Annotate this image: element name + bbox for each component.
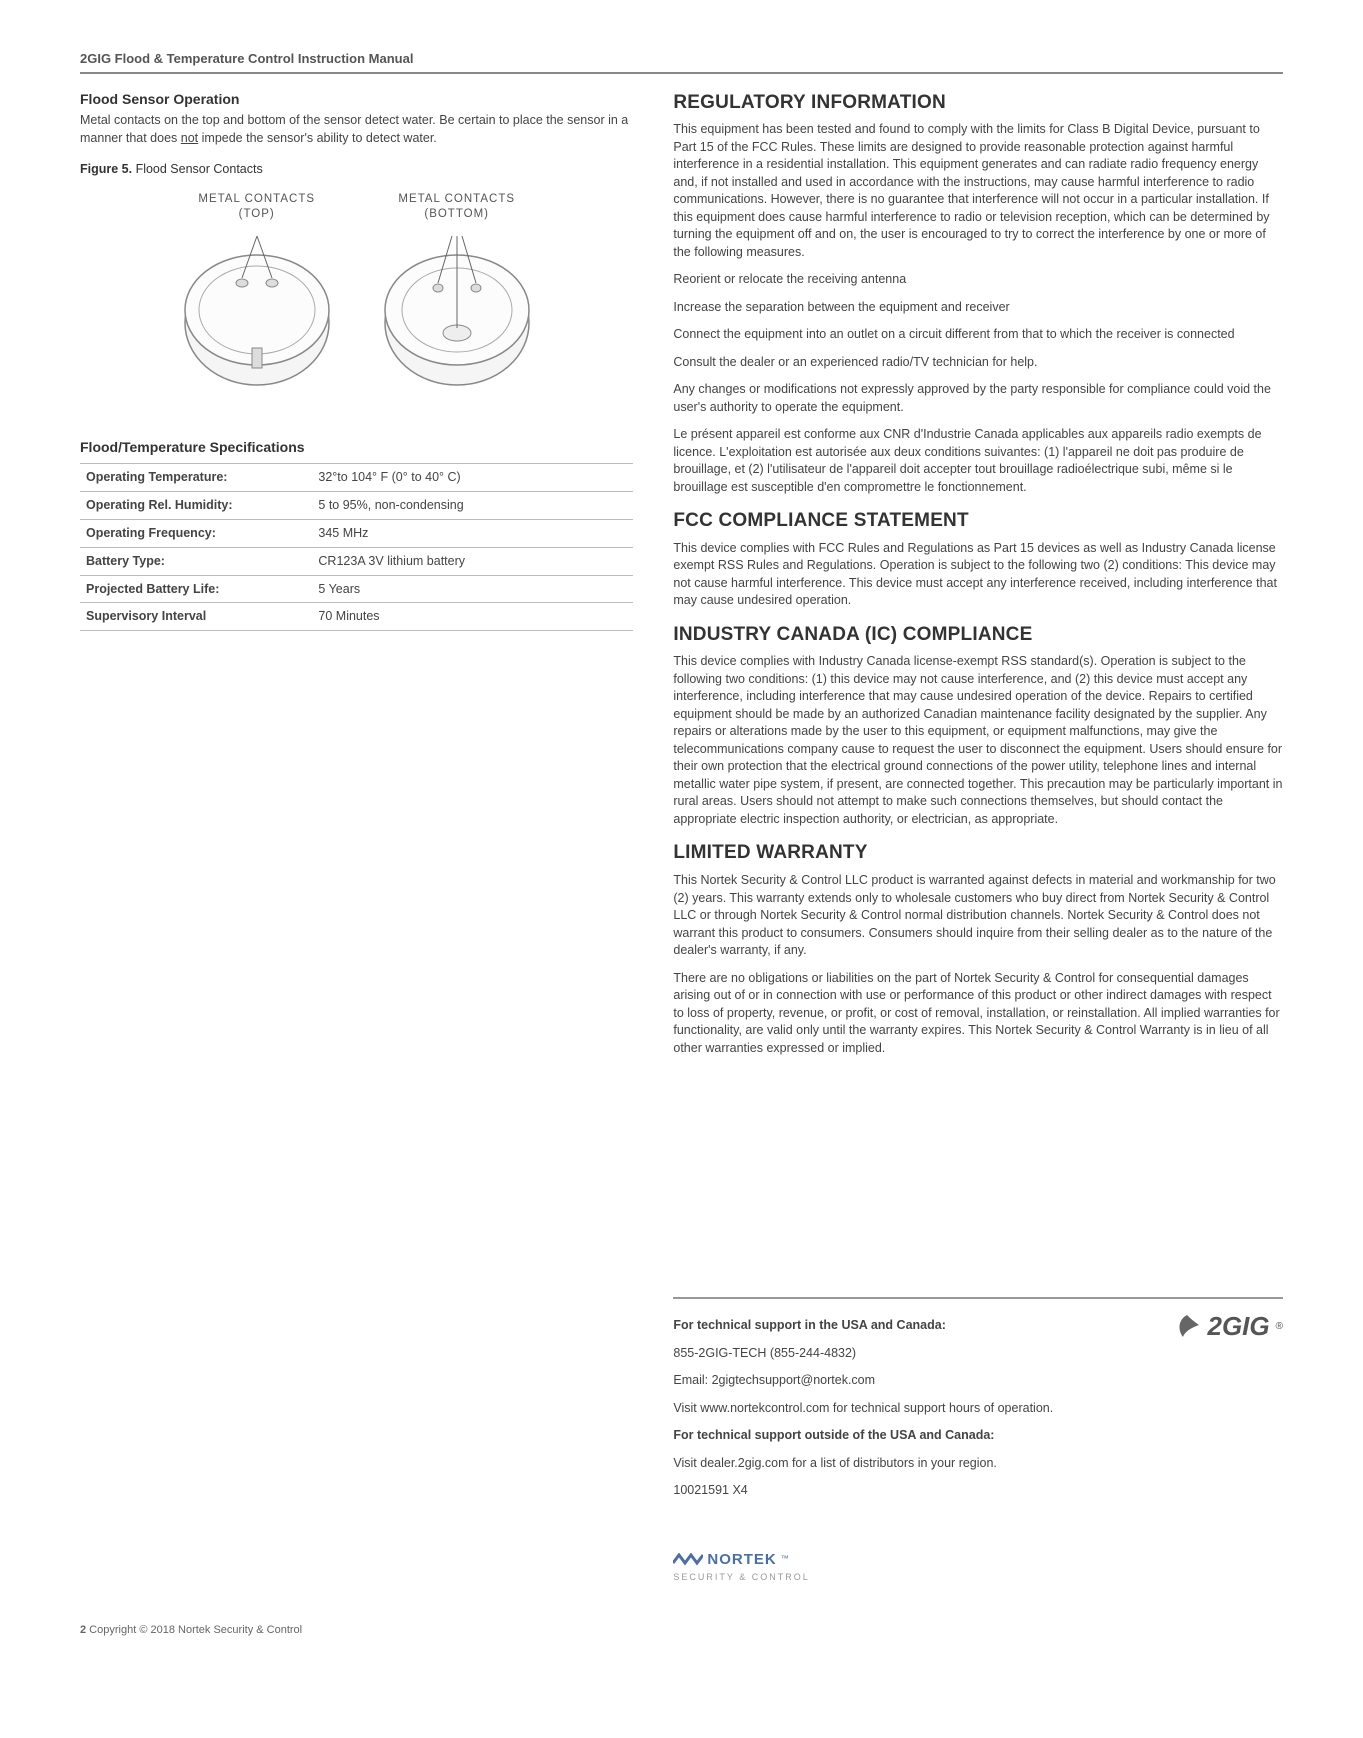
figure-5-caption: Figure 5. Flood Sensor Contacts [80, 161, 633, 178]
spec-key: Battery Type: [80, 547, 312, 575]
regulatory-para-4: Connect the equipment into an outlet on … [673, 326, 1283, 344]
spec-key: Operating Rel. Humidity: [80, 491, 312, 519]
nortek-logo: NORTEK™ SECURITY & CONTROL [673, 1550, 1283, 1583]
page-footer: 2 Copyright © 2018 Nortek Security & Con… [80, 1623, 1283, 1638]
regulatory-para-2: Reorient or relocate the receiving anten… [673, 271, 1283, 289]
spec-value: 345 MHz [312, 519, 633, 547]
table-row: Projected Battery Life:5 Years [80, 575, 633, 603]
leaf-icon [1173, 1313, 1201, 1341]
table-row: Operating Temperature:32°to 104° F (0° t… [80, 464, 633, 492]
spec-key: Operating Frequency: [80, 519, 312, 547]
bottom-contacts-label: METAL CONTACTS (BOTTOM) [372, 192, 542, 222]
regulatory-para-5: Consult the dealer or an experienced rad… [673, 354, 1283, 372]
warranty-heading: LIMITED WARRANTY [673, 840, 1283, 866]
regulatory-para-7: Le présent appareil est conforme aux CNR… [673, 426, 1283, 496]
regulatory-para-3: Increase the separation between the equi… [673, 299, 1283, 317]
fcc-para: This device complies with FCC Rules and … [673, 540, 1283, 610]
spec-value: 70 Minutes [312, 603, 633, 631]
spec-key: Supervisory Interval [80, 603, 312, 631]
spec-key: Operating Temperature: [80, 464, 312, 492]
spec-heading: Flood/Temperature Specifications [80, 438, 633, 457]
nortek-logo-sub: SECURITY & CONTROL [673, 1571, 1283, 1583]
wave-icon [673, 1553, 703, 1567]
table-row: Supervisory Interval70 Minutes [80, 603, 633, 631]
sensor-top-icon [172, 228, 342, 398]
copyright-text: Copyright © 2018 Nortek Security & Contr… [86, 1624, 302, 1636]
support-intl-heading: For technical support outside of the USA… [673, 1427, 1283, 1445]
spec-value: 5 to 95%, non-condensing [312, 491, 633, 519]
table-row: Operating Rel. Humidity:5 to 95%, non-co… [80, 491, 633, 519]
right-column: REGULATORY INFORMATION This equipment ha… [673, 90, 1283, 1583]
regulatory-para-1: This equipment has been tested and found… [673, 121, 1283, 261]
nortek-logo-top: NORTEK™ [673, 1550, 1283, 1570]
page-header: 2GIG Flood & Temperature Control Instruc… [80, 50, 1283, 74]
spec-table: Operating Temperature:32°to 104° F (0° t… [80, 463, 633, 631]
spec-value: 5 Years [312, 575, 633, 603]
regulatory-para-6: Any changes or modifications not express… [673, 381, 1283, 416]
spec-value: 32°to 104° F (0° to 40° C) [312, 464, 633, 492]
sensor-diagram-row: METAL CONTACTS (TOP) METAL CONTACTS [80, 192, 633, 398]
sensor-bottom-icon [372, 228, 542, 398]
sensor-bottom-diagram: METAL CONTACTS (BOTTOM) [372, 192, 542, 398]
flood-sensor-op-para: Metal contacts on the top and bottom of … [80, 112, 633, 147]
support-hours: Visit www.nortekcontrol.com for technica… [673, 1400, 1283, 1418]
ic-para: This device complies with Industry Canad… [673, 653, 1283, 828]
fcc-heading: FCC COMPLIANCE STATEMENT [673, 508, 1283, 534]
warranty-para-2: There are no obligations or liabilities … [673, 970, 1283, 1058]
flood-sensor-op-heading: Flood Sensor Operation [80, 90, 633, 109]
support-email: Email: 2gigtechsupport@nortek.com [673, 1372, 1283, 1390]
table-row: Battery Type:CR123A 3V lithium battery [80, 547, 633, 575]
support-intl-dealer: Visit dealer.2gig.com for a list of dist… [673, 1455, 1283, 1473]
table-row: Operating Frequency:345 MHz [80, 519, 633, 547]
manual-title: 2GIG Flood & Temperature Control Instruc… [80, 51, 413, 66]
ic-heading: INDUSTRY CANADA (IC) COMPLIANCE [673, 622, 1283, 648]
not-underlined: not [181, 131, 198, 145]
logo-2gig: 2GIG® [1173, 1309, 1283, 1344]
spec-key: Projected Battery Life: [80, 575, 312, 603]
regulatory-heading: REGULATORY INFORMATION [673, 90, 1283, 116]
support-phone: 855-2GIG-TECH (855-244-4832) [673, 1345, 1283, 1363]
document-number: 10021591 X4 [673, 1482, 1283, 1500]
left-column: Flood Sensor Operation Metal contacts on… [80, 90, 633, 1583]
sensor-top-diagram: METAL CONTACTS (TOP) [172, 192, 342, 398]
support-footer: 2GIG® For technical support in the USA a… [673, 1297, 1283, 1583]
two-column-layout: Flood Sensor Operation Metal contacts on… [80, 90, 1283, 1583]
reg-mark: ® [1276, 1320, 1283, 1334]
top-contacts-label: METAL CONTACTS (TOP) [172, 192, 342, 222]
warranty-para-1: This Nortek Security & Control LLC produ… [673, 872, 1283, 960]
spec-value: CR123A 3V lithium battery [312, 547, 633, 575]
